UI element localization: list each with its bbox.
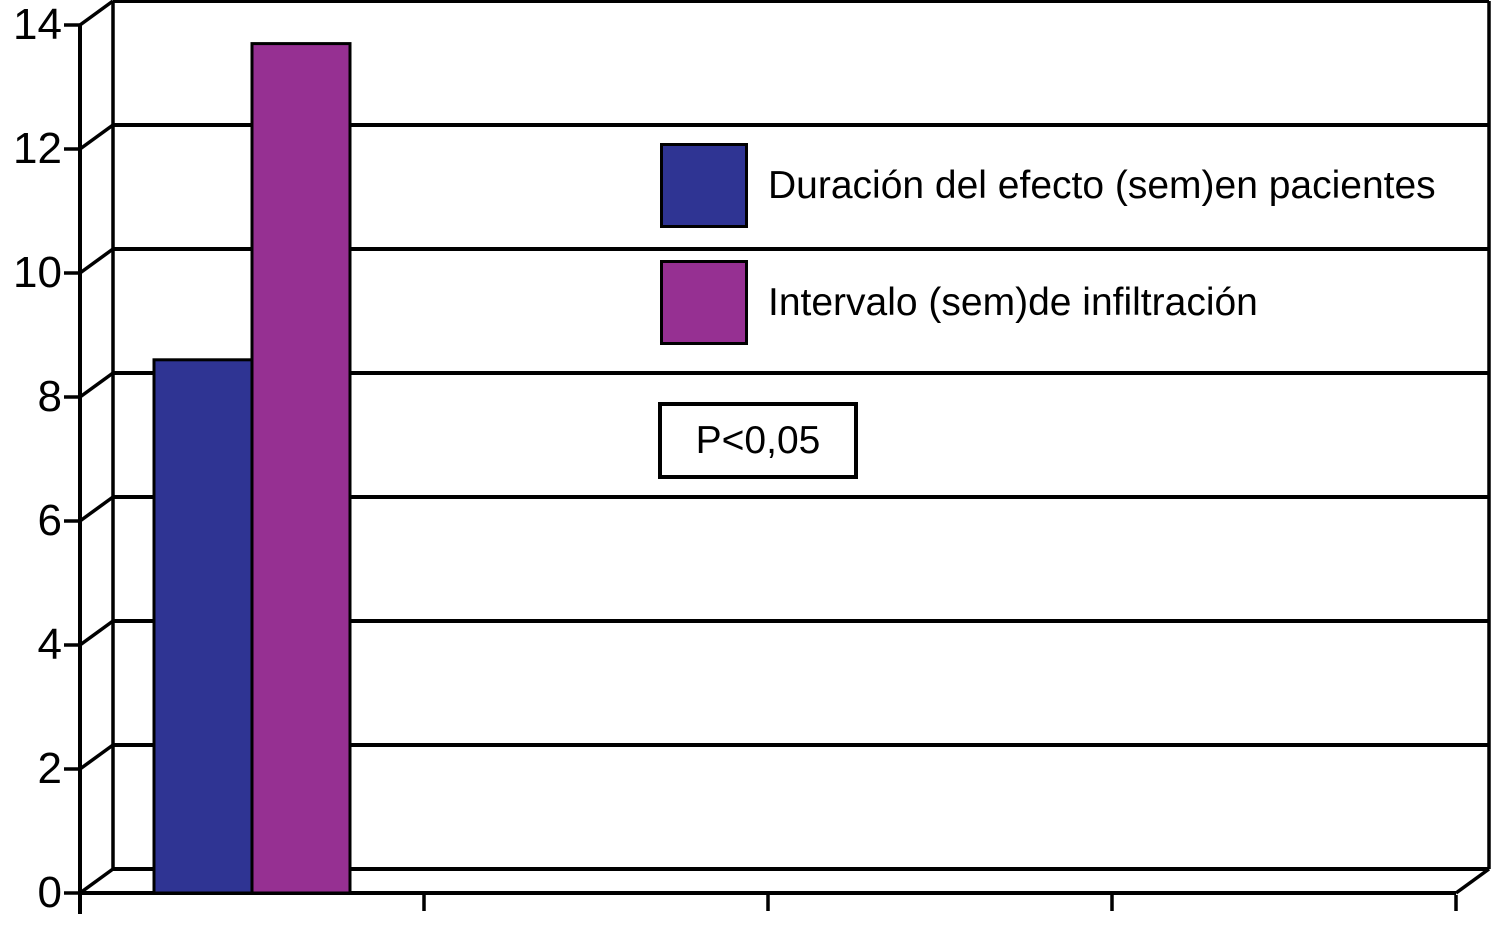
- legend-item-duracion: Duración del efecto (sem)en pacientes: [660, 143, 1436, 228]
- bar-series-1: [250, 42, 352, 895]
- y-axis-label-6: 6: [37, 496, 62, 545]
- y-tick-connector-6: [78, 495, 115, 523]
- y-tick-connector-4: [78, 619, 115, 647]
- y-tick-connector-0: [78, 867, 115, 895]
- bar-series-0: [152, 358, 254, 895]
- y-tick-connector-2: [78, 743, 115, 771]
- legend-swatch-intervalo: [660, 260, 748, 345]
- floor-right-edge: [1454, 867, 1491, 895]
- y-axis-label-2: 2: [37, 744, 62, 793]
- y-axis-label-14: 14: [13, 0, 62, 49]
- legend-swatch-duracion: [660, 143, 748, 228]
- p-value-annotation: P<0,05: [658, 402, 858, 479]
- y-tick-connector-10: [78, 247, 115, 275]
- p-value-text: P<0,05: [695, 418, 821, 462]
- y-tick-connector-14: [78, 0, 115, 27]
- y-axis-label-10: 10: [13, 248, 62, 297]
- y-axis-label-8: 8: [37, 372, 62, 421]
- legend-label-intervalo: Intervalo (sem)de infiltración: [768, 280, 1258, 324]
- legend-item-intervalo: Intervalo (sem)de infiltración: [660, 260, 1258, 345]
- legend-label-duracion: Duración del efecto (sem)en pacientes: [768, 163, 1436, 207]
- y-axis-label-4: 4: [37, 620, 62, 669]
- y-tick-connector-8: [78, 371, 115, 399]
- y-axis-label-0: 0: [37, 868, 62, 917]
- y-axis-label-12: 12: [13, 124, 62, 173]
- y-tick-connector-12: [78, 123, 115, 151]
